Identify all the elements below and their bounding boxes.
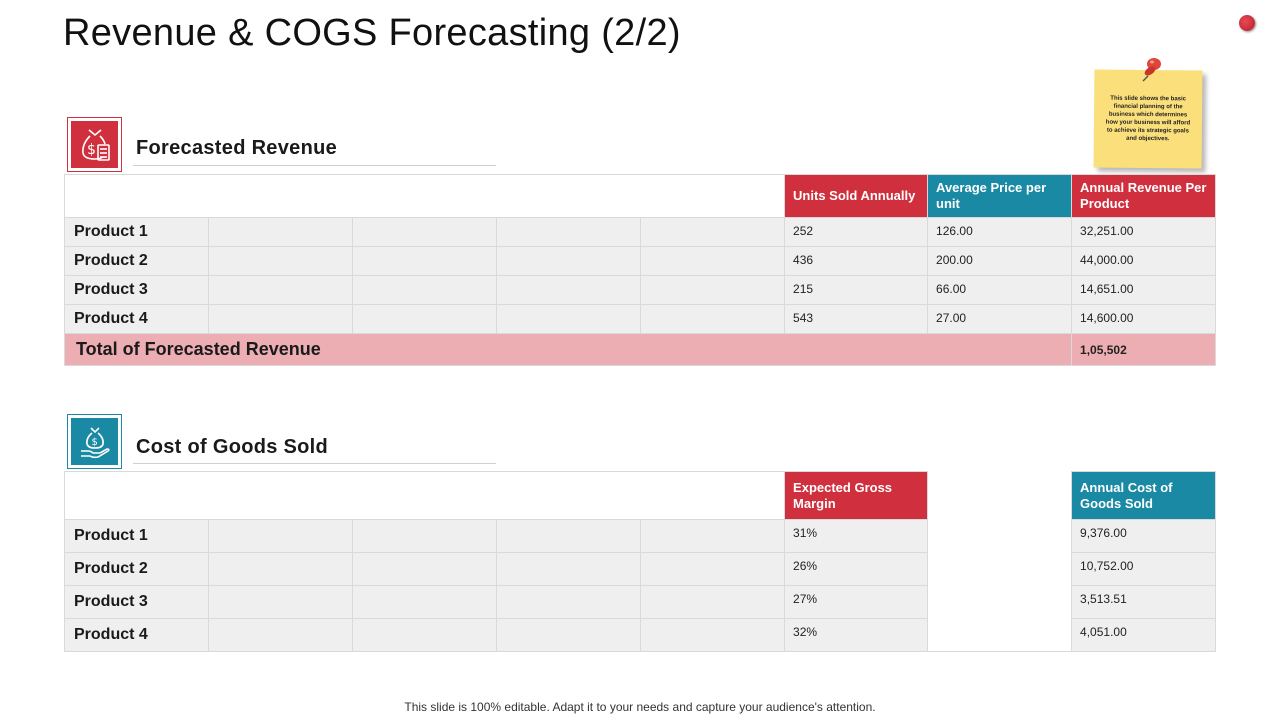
table-row: Product 4 32% 4,051.00: [64, 618, 1217, 652]
annual-value: 32,251.00: [1071, 217, 1217, 247]
cost-value: 10,752.00: [1071, 552, 1217, 586]
header-units-sold: Units Sold Annually: [784, 174, 929, 218]
table-row: Product 4 543 27.00 14,600.00: [64, 304, 1217, 334]
margin-value: 27%: [784, 585, 929, 619]
cogs-heading: Cost of Goods Sold: [136, 436, 329, 458]
annual-value: 14,600.00: [1071, 304, 1217, 334]
table-row: Product 2 26% 10,752.00: [64, 552, 1217, 586]
svg-text:$: $: [91, 437, 97, 448]
total-row: Total of Forecasted Revenue 1,05,502: [63, 333, 1217, 366]
svg-text:$: $: [87, 142, 96, 158]
row-label: Product 3: [64, 585, 209, 619]
table-row: Product 3 27% 3,513.51: [64, 585, 1217, 619]
sticky-note-text: This slide shows the basic financial pla…: [1105, 95, 1191, 143]
row-label: Product 2: [64, 246, 209, 276]
row-label: Product 2: [64, 552, 209, 586]
header-avg-price: Average Price per unit: [927, 174, 1073, 218]
total-value: 1,05,502: [1071, 333, 1217, 366]
units-value: 543: [784, 304, 929, 334]
revenue-table: Units Sold Annually Average Price per un…: [63, 174, 1217, 366]
margin-value: 32%: [784, 618, 929, 652]
row-label: Product 4: [64, 618, 209, 652]
margin-value: 31%: [784, 519, 929, 553]
sticky-note: This slide shows the basic financial pla…: [1093, 69, 1203, 169]
footer-note: This slide is 100% editable. Adapt it to…: [404, 700, 876, 714]
money-bag-calculator-icon: $: [81, 128, 110, 161]
revenue-divider: [133, 165, 496, 166]
total-label: Total of Forecasted Revenue: [63, 333, 1073, 366]
annual-value: 14,651.00: [1071, 275, 1217, 305]
row-label: Product 4: [64, 304, 209, 334]
money-bag-hand-icon: $: [80, 426, 110, 458]
cost-value: 4,051.00: [1071, 618, 1217, 652]
table-row: Product 1 31% 9,376.00: [64, 519, 1217, 553]
row-label: Product 1: [64, 519, 209, 553]
margin-value: 26%: [784, 552, 929, 586]
revenue-heading: Forecasted Revenue: [136, 137, 338, 159]
cogs-divider: [133, 463, 496, 464]
cost-value: 9,376.00: [1071, 519, 1217, 553]
price-value: 200.00: [927, 246, 1073, 276]
revenue-section-icon: $: [67, 117, 122, 172]
revenue-header-blank: [63, 174, 786, 218]
table-row: Product 2 436 200.00 44,000.00: [64, 246, 1217, 276]
price-value: 126.00: [927, 217, 1073, 247]
header-annual-cost: Annual Cost of Goods Sold: [1071, 471, 1217, 520]
price-value: 27.00: [927, 304, 1073, 334]
header-gross-margin: Expected Gross Margin: [784, 471, 929, 520]
annual-value: 44,000.00: [1071, 246, 1217, 276]
cogs-header-blank: [63, 471, 786, 520]
table-row: Product 1 252 126.00 32,251.00: [64, 217, 1217, 247]
row-label: Product 1: [64, 217, 209, 247]
push-pin-icon: [1142, 58, 1161, 82]
cogs-section-icon: $: [67, 414, 122, 469]
units-value: 252: [784, 217, 929, 247]
price-value: 66.00: [927, 275, 1073, 305]
table-row: Product 3 215 66.00 14,651.00: [64, 275, 1217, 305]
units-value: 436: [784, 246, 929, 276]
cogs-empty-column: [927, 471, 1073, 652]
cost-value: 3,513.51: [1071, 585, 1217, 619]
header-annual-revenue: Annual Revenue Per Product: [1071, 174, 1217, 218]
cogs-table: Expected Gross Margin Annual Cost of Goo…: [63, 471, 1217, 652]
corner-dot-icon: [1239, 15, 1255, 31]
slide-title: Revenue & COGS Forecasting (2/2): [63, 12, 681, 54]
row-label: Product 3: [64, 275, 209, 305]
units-value: 215: [784, 275, 929, 305]
